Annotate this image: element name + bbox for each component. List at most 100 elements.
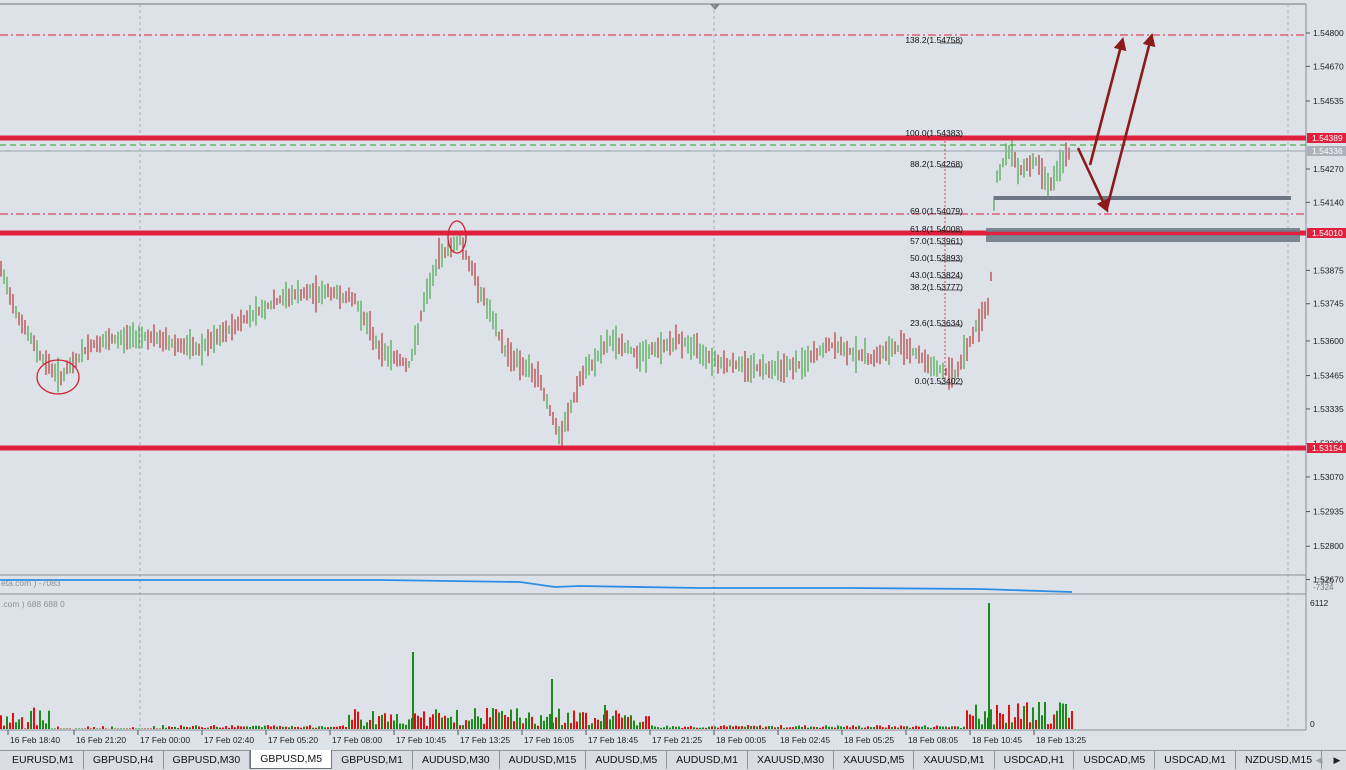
volume-bar — [450, 717, 452, 729]
volume-bar — [963, 727, 965, 729]
volume-bar — [258, 726, 260, 729]
tab-scroll-right-icon[interactable]: ▶ — [1328, 751, 1346, 769]
volume-bar — [201, 727, 203, 729]
symbol-tab[interactable]: XAUUSD,M1 — [914, 751, 994, 769]
volume-bar — [930, 728, 932, 729]
volume-bar — [783, 728, 785, 729]
symbol-tab[interactable]: GBPUSD,M5 — [250, 750, 332, 769]
symbol-tab[interactable]: XAUUSD,M5 — [834, 751, 914, 769]
volume-bar — [531, 717, 533, 729]
volume-bar — [393, 720, 395, 729]
volume-bar — [267, 725, 269, 729]
symbol-tab[interactable]: AUDUSD,M30 — [413, 751, 500, 769]
price-chart[interactable]: 138.2(1.54758)100.0(1.54383)88.2(1.54268… — [0, 0, 1346, 750]
volume-bar — [513, 721, 515, 729]
volume-bar — [273, 725, 275, 729]
volume-bar — [423, 711, 425, 729]
volume-bar — [924, 725, 926, 729]
symbol-tab[interactable]: AUDUSD,M5 — [586, 751, 667, 769]
volume-bar — [306, 726, 308, 729]
symbol-tab[interactable]: USDCAD,M1 — [1155, 751, 1236, 769]
volume-bar — [1032, 707, 1034, 729]
volume-bar — [780, 725, 782, 729]
volume-bar — [681, 728, 683, 729]
symbol-tab[interactable]: USDCAD,H1 — [995, 751, 1075, 769]
volume-bar — [579, 713, 581, 729]
volume-bar — [900, 725, 902, 729]
volume-bar — [240, 726, 242, 729]
volume-bar — [648, 716, 650, 729]
volume-bar — [1005, 723, 1007, 729]
volume-bar — [996, 705, 998, 729]
volume-bar — [999, 713, 1001, 729]
zone-line[interactable] — [994, 196, 1291, 200]
volume-bar — [627, 717, 629, 729]
volume-bar — [702, 727, 704, 729]
volume-bar — [639, 722, 641, 729]
volume-bar — [615, 710, 617, 729]
volume-bar — [366, 722, 368, 729]
price-badge-label: 1.54389 — [1312, 133, 1343, 143]
volume-bar — [636, 725, 638, 729]
volume-bar — [120, 729, 122, 730]
fib-level-label: 23.6(1.53634) — [910, 318, 963, 328]
volume-bar — [459, 725, 461, 729]
volume-bar — [684, 727, 686, 729]
volume-bar — [489, 717, 491, 729]
volume-bar — [993, 724, 995, 729]
symbol-tab[interactable]: GBPUSD,M1 — [332, 751, 413, 769]
volume-bar — [60, 729, 62, 730]
volume-bar — [462, 725, 464, 729]
indicator-label: eta.com ) -7083 — [1, 578, 61, 588]
volume-bar — [354, 709, 356, 729]
volume-bar — [699, 728, 701, 729]
volume-bar — [81, 729, 83, 730]
tab-scroll-left-icon[interactable]: ◀ — [1310, 751, 1328, 769]
time-tick-label: 18 Feb 02:45 — [780, 735, 830, 745]
support-resistance-line[interactable] — [0, 136, 1306, 141]
volume-bar — [51, 729, 53, 730]
volume-bar — [612, 716, 614, 729]
volume-bar — [1023, 706, 1025, 729]
volume-bar — [672, 726, 674, 729]
volume-bar — [144, 729, 146, 730]
volume-bar — [243, 727, 245, 729]
symbol-tab[interactable]: GBPUSD,H4 — [84, 751, 164, 769]
volume-bar — [207, 728, 209, 729]
symbol-tab[interactable]: USDCAD,M5 — [1074, 751, 1155, 769]
symbol-tab[interactable]: AUDUSD,M1 — [667, 751, 748, 769]
volume-bar — [441, 718, 443, 729]
price-badge-label: 1.53154 — [1312, 443, 1343, 453]
price-tick-label: 1.53745 — [1313, 299, 1344, 309]
symbol-tab[interactable]: AUDUSD,M15 — [500, 751, 587, 769]
symbol-tab[interactable]: GBPUSD,M30 — [164, 751, 251, 769]
volume-bar — [1047, 724, 1049, 729]
volume-bar — [486, 708, 488, 729]
volume-bar — [978, 719, 980, 729]
volume-bar — [12, 713, 14, 729]
fib-level-label: 69.0(1.54079) — [910, 206, 963, 216]
volume-bar — [132, 727, 134, 729]
volume-bar — [507, 717, 509, 729]
volume-bar — [303, 727, 305, 729]
volume-bar — [249, 727, 251, 729]
volume-bar — [30, 711, 32, 729]
support-resistance-line[interactable] — [0, 446, 1306, 451]
time-tick-label: 18 Feb 05:25 — [844, 735, 894, 745]
volume-bar — [966, 710, 968, 729]
symbol-tab[interactable]: EURUSD,M1 — [0, 751, 84, 769]
volume-label: .com ) 688 688 0 — [1, 599, 65, 609]
volume-bar — [21, 717, 23, 729]
volume-bar — [189, 727, 191, 729]
volume-bar — [597, 720, 599, 729]
volume-bar — [135, 729, 137, 730]
volume-bar — [705, 728, 707, 729]
fib-level-label: 38.2(1.53777) — [910, 282, 963, 292]
time-tick-label: 17 Feb 16:05 — [524, 735, 574, 745]
volume-bar — [822, 727, 824, 729]
volume-bar — [345, 727, 347, 729]
volume-bar — [1056, 711, 1058, 729]
symbol-tab[interactable]: XAUUSD,M30 — [748, 751, 834, 769]
volume-bar — [528, 712, 530, 729]
volume-bar — [396, 714, 398, 729]
